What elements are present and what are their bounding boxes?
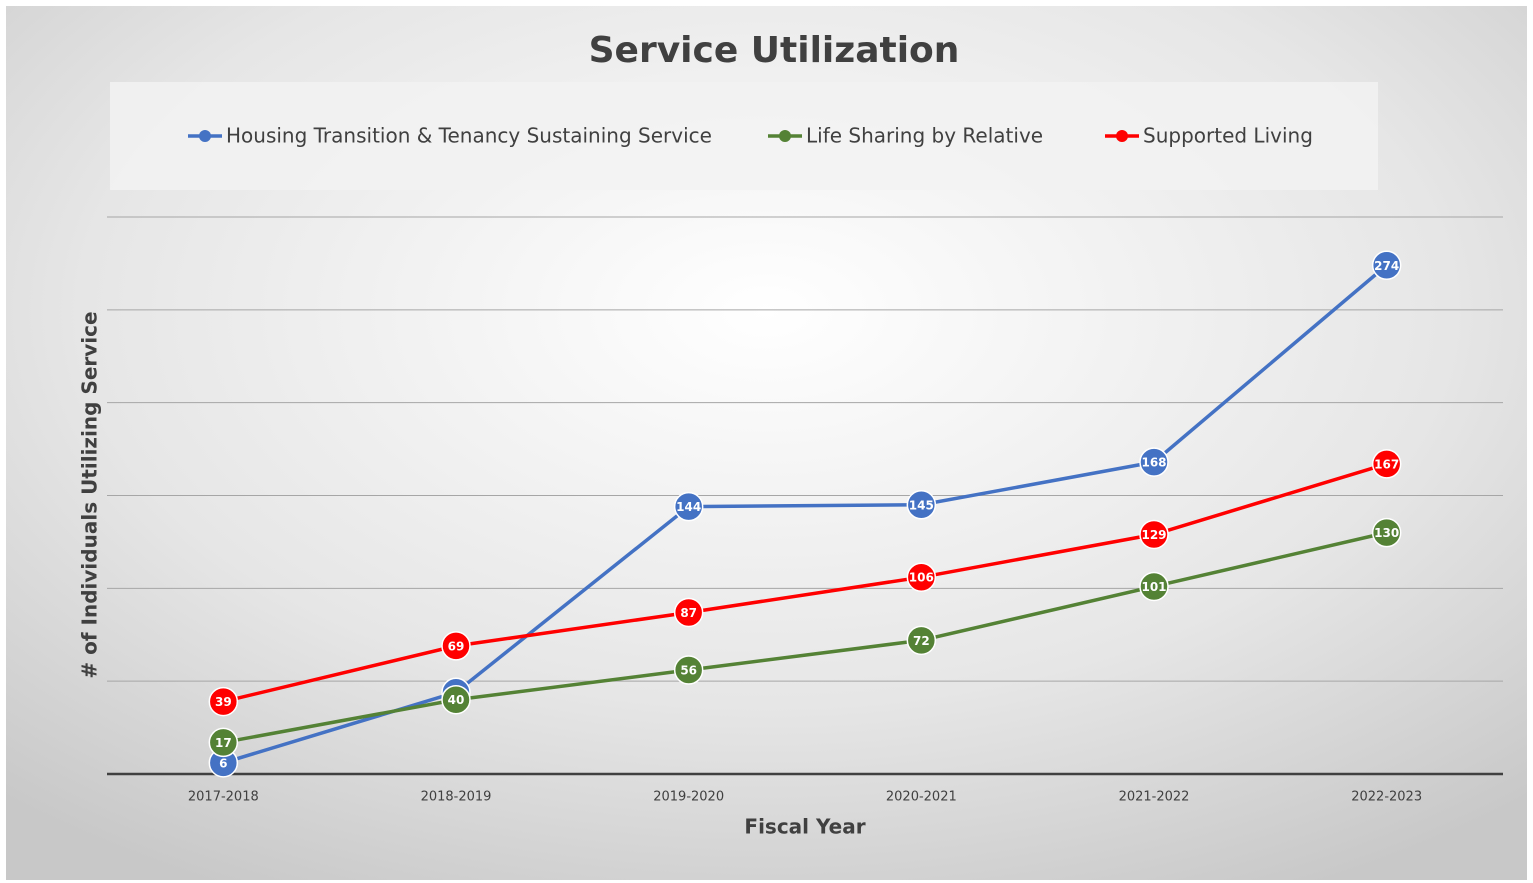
data-label: 17: [215, 736, 232, 750]
legend-box: [110, 82, 1378, 190]
x-tick-label: 2022-2023: [1351, 790, 1422, 805]
data-point: [906, 490, 937, 520]
data-label: 106: [909, 571, 934, 585]
data-label: 39: [215, 695, 232, 709]
legend-label: Housing Transition & Tenancy Sustaining …: [226, 124, 712, 148]
data-label: 168: [1141, 456, 1166, 470]
legend-marker: [1116, 130, 1128, 142]
data-label: 144: [676, 500, 701, 514]
data-label: 274: [1374, 259, 1399, 273]
data-point: [208, 686, 239, 717]
x-tick-label: 2018-2019: [421, 790, 492, 805]
x-tick-label: 2017-2018: [188, 790, 259, 805]
legend-label: Supported Living: [1143, 124, 1313, 148]
data-point: [906, 625, 937, 656]
data-label: 72: [913, 634, 930, 648]
x-tick-label: 2020-2021: [886, 790, 957, 805]
data-point: [441, 631, 471, 661]
x-tick-label: 2021-2022: [1119, 790, 1190, 805]
data-point: [1139, 519, 1169, 550]
data-label: 101: [1141, 580, 1166, 594]
series-line: [222, 462, 1388, 704]
chart-title: Service Utilization: [589, 30, 960, 71]
data-label: 130: [1374, 526, 1399, 540]
data-label: 56: [680, 664, 697, 678]
legend-marker: [779, 130, 791, 142]
x-tick-label: 2019-2020: [653, 790, 724, 805]
legend-label: Life Sharing by Relative: [806, 124, 1043, 148]
data-label: 129: [1141, 528, 1166, 542]
series-line: [223, 530, 1388, 745]
data-point: [1371, 517, 1402, 548]
data-point: [1139, 571, 1169, 602]
data-label: 40: [448, 693, 465, 707]
legend-marker: [199, 130, 211, 142]
data-point: [1371, 250, 1402, 281]
data-point: [673, 655, 704, 685]
data-point: [1139, 447, 1169, 477]
data-label: 6: [219, 756, 227, 770]
data-label: 69: [448, 639, 465, 653]
y-axis-title: # of Individuals Utilizing Service: [78, 311, 102, 678]
data-point: [208, 727, 239, 758]
data-label: 167: [1374, 457, 1399, 471]
data-point: [673, 597, 704, 628]
data-label: 87: [680, 606, 697, 620]
data-point: [441, 684, 471, 715]
series-line: [222, 263, 1388, 765]
data-point: [673, 491, 704, 522]
data-label: 145: [909, 498, 934, 512]
data-point: [906, 562, 937, 592]
data-point: [1371, 449, 1402, 479]
x-axis-title: Fiscal Year: [744, 815, 865, 839]
